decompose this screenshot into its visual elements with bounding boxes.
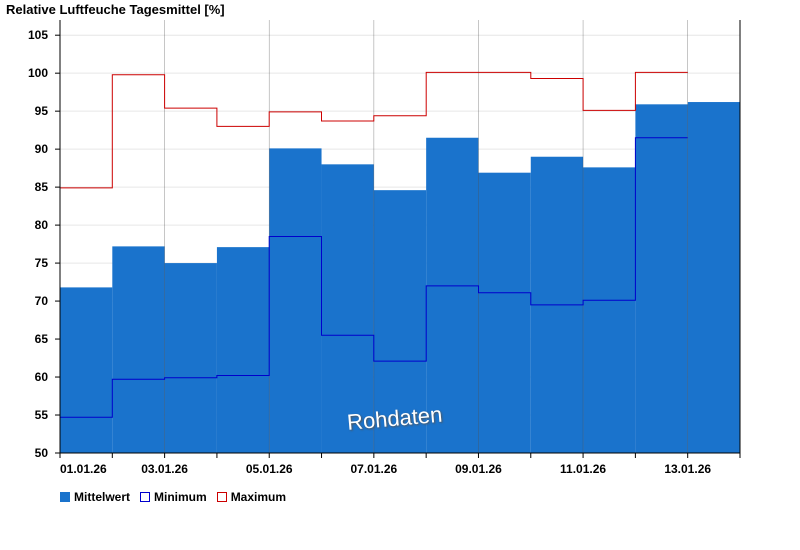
legend-item-mittelwert[interactable]: Mittelwert — [60, 490, 130, 504]
y-tick-label-55: 55 — [35, 408, 49, 422]
bar-mittelwert-10 — [583, 167, 636, 453]
chart-title: Relative Luftfeuche Tagesmittel [%] — [6, 2, 225, 17]
bar-mittelwert-3 — [216, 247, 270, 453]
maximum-line — [60, 71, 688, 189]
legend: Mittelwert Minimum Maximum — [60, 490, 296, 504]
legend-swatch-mittelwert — [60, 492, 70, 502]
y-tick-label-85: 85 — [35, 180, 49, 194]
y-tick-label-90: 90 — [35, 142, 49, 156]
bar-mittelwert-1 — [112, 246, 165, 453]
y-tick-label-70: 70 — [35, 294, 49, 308]
x-tick-label-2: 05.01.26 — [246, 462, 293, 476]
y-tick-label-100: 100 — [28, 66, 48, 80]
y-tick-label-65: 65 — [35, 332, 49, 346]
bar-mittelwert-0 — [60, 287, 113, 453]
bar-mittelwert-6 — [373, 190, 427, 453]
x-tick-label-4: 09.01.26 — [455, 462, 502, 476]
maximum-line-group — [60, 71, 688, 189]
minimum-line-group — [60, 137, 688, 418]
x-tick-label-3: 07.01.26 — [350, 462, 397, 476]
y-tick-label-60: 60 — [35, 370, 49, 384]
x-ticks: 01.01.26 03.01.26 05.01.26 07.01.26 09.01.26… — [59, 453, 741, 476]
legend-item-minimum[interactable]: Minimum — [140, 490, 207, 504]
x-tick-label-1: 03.01.26 — [141, 462, 188, 476]
y-tick-label-105: 105 — [28, 28, 48, 42]
x-tick-label-6: 13.01.26 — [664, 462, 711, 476]
bar-mittelwert-2 — [164, 263, 217, 453]
x-tick-label-0: 01.01.26 — [60, 462, 107, 476]
bar-mittelwert-7 — [426, 137, 479, 454]
bars — [60, 102, 740, 454]
y-tick-label-75: 75 — [35, 256, 49, 270]
y-tick-label-50: 50 — [35, 446, 49, 460]
x-tick-label-5: 11.01.26 — [560, 462, 606, 476]
minimum-line — [60, 137, 688, 418]
legend-label-minimum: Minimum — [154, 490, 207, 504]
axes — [59, 20, 741, 454]
y-ticks: 50 55 60 65 70 75 80 85 90 95 100 105 — [28, 28, 60, 460]
bar-mittelwert-4 — [269, 148, 322, 453]
legend-swatch-maximum — [216, 492, 227, 502]
bar-mittelwert-11 — [635, 104, 688, 454]
legend-label-maximum: Maximum — [230, 490, 287, 504]
y-tick-label-95: 95 — [35, 104, 49, 118]
y-tick-label-80: 80 — [35, 218, 49, 232]
bar-mittelwert-12 — [687, 102, 740, 453]
legend-item-maximum[interactable]: Maximum — [216, 490, 287, 504]
bar-mittelwert-5 — [321, 164, 374, 454]
legend-swatch-minimum — [140, 492, 151, 502]
legend-label-mittelwert: Mittelwert — [74, 490, 131, 504]
bar-mittelwert-8 — [478, 172, 531, 454]
